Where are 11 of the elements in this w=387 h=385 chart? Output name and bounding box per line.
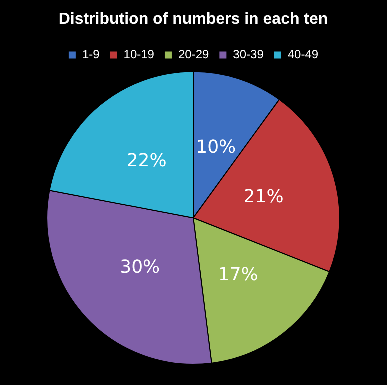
- legend-label: 10-19: [124, 48, 155, 62]
- data-label: 10%: [196, 137, 236, 158]
- legend-label: 40-49: [288, 48, 319, 62]
- chart-title: Distribution of numbers in each ten: [58, 11, 328, 28]
- legend-label: 20-29: [178, 48, 210, 62]
- data-label: 17%: [218, 264, 258, 286]
- data-label: 30%: [120, 256, 160, 278]
- legend-label: 1-9: [82, 48, 100, 62]
- data-label: 21%: [244, 186, 284, 208]
- data-label: 22%: [126, 150, 167, 172]
- legend-label: 30-39: [233, 48, 264, 62]
